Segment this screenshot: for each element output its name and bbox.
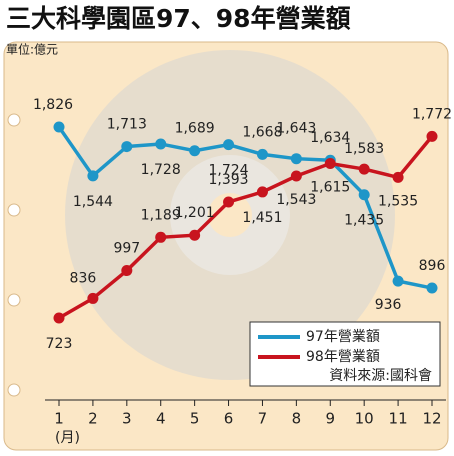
x-tick-label: 8 <box>292 410 302 428</box>
x-tick-label: 11 <box>389 410 408 428</box>
data-label: 836 <box>70 270 97 286</box>
point <box>324 158 336 170</box>
data-label: 1,668 <box>242 124 282 140</box>
data-label: 1,451 <box>242 210 282 226</box>
point <box>155 138 167 150</box>
point <box>189 229 201 241</box>
series-line <box>57 126 433 290</box>
x-tick-label: 5 <box>190 410 200 428</box>
unit-label: 單位:億元 <box>6 42 58 57</box>
point <box>121 141 133 153</box>
data-label: 1,643 <box>276 121 316 137</box>
source: 資料來源:國科會 <box>329 368 432 384</box>
data-label: 1,689 <box>175 121 215 137</box>
point <box>290 153 302 165</box>
data-label: 1,583 <box>344 141 384 157</box>
data-label: 1,201 <box>175 205 215 221</box>
data-label: 1,393 <box>208 172 248 188</box>
data-label: 1,543 <box>276 192 316 208</box>
data-label: 896 <box>419 258 446 274</box>
point <box>358 189 370 201</box>
x-tick-label: 12 <box>422 410 441 428</box>
data-label: 1,713 <box>107 117 147 133</box>
point <box>426 130 438 142</box>
holes <box>7 113 21 397</box>
chart-title: 三大科學園區97、98年營業額 <box>6 4 351 33</box>
legend-label: 98年營業額 <box>306 349 380 365</box>
legend-label: 97年營業額 <box>306 329 380 345</box>
point <box>392 171 404 183</box>
data-label: 997 <box>113 241 140 257</box>
point <box>223 196 235 208</box>
data-label: 1,544 <box>73 194 113 210</box>
series-line <box>58 135 434 320</box>
disc <box>65 50 395 380</box>
x-tick-label: 7 <box>258 410 268 428</box>
point <box>87 292 99 304</box>
point <box>392 275 404 287</box>
x-tick-label: 3 <box>122 410 132 428</box>
point <box>53 312 65 324</box>
data-label: 1,728 <box>141 162 181 178</box>
point <box>121 265 133 277</box>
data-label: 1,772 <box>412 106 452 122</box>
x-axis-label: (月) <box>55 430 80 446</box>
data-label: 1,435 <box>344 213 384 229</box>
point <box>290 170 302 182</box>
legend <box>249 321 441 387</box>
point <box>256 148 268 160</box>
data-label: 1,615 <box>310 180 350 196</box>
data-label: 1,826 <box>33 97 73 113</box>
data-label: 723 <box>46 336 73 352</box>
point <box>53 121 65 133</box>
point <box>189 145 201 157</box>
point <box>223 139 235 151</box>
x-tick-label: 2 <box>88 410 98 428</box>
x-tick-label: 1 <box>54 410 64 428</box>
x-tick-label: 10 <box>355 410 374 428</box>
x-tick-label: 6 <box>224 410 234 428</box>
point <box>87 170 99 182</box>
point <box>256 186 268 198</box>
data-label: 1,535 <box>378 193 418 209</box>
data-label: 1,634 <box>310 130 350 146</box>
data-label: 936 <box>375 297 402 313</box>
data-label: 1,724 <box>208 163 248 179</box>
x-tick-label: 9 <box>325 410 335 428</box>
point <box>155 231 167 243</box>
point <box>358 163 370 175</box>
point <box>426 282 438 294</box>
data-label: 1,189 <box>141 207 181 223</box>
x-tick-label: 4 <box>156 410 166 428</box>
